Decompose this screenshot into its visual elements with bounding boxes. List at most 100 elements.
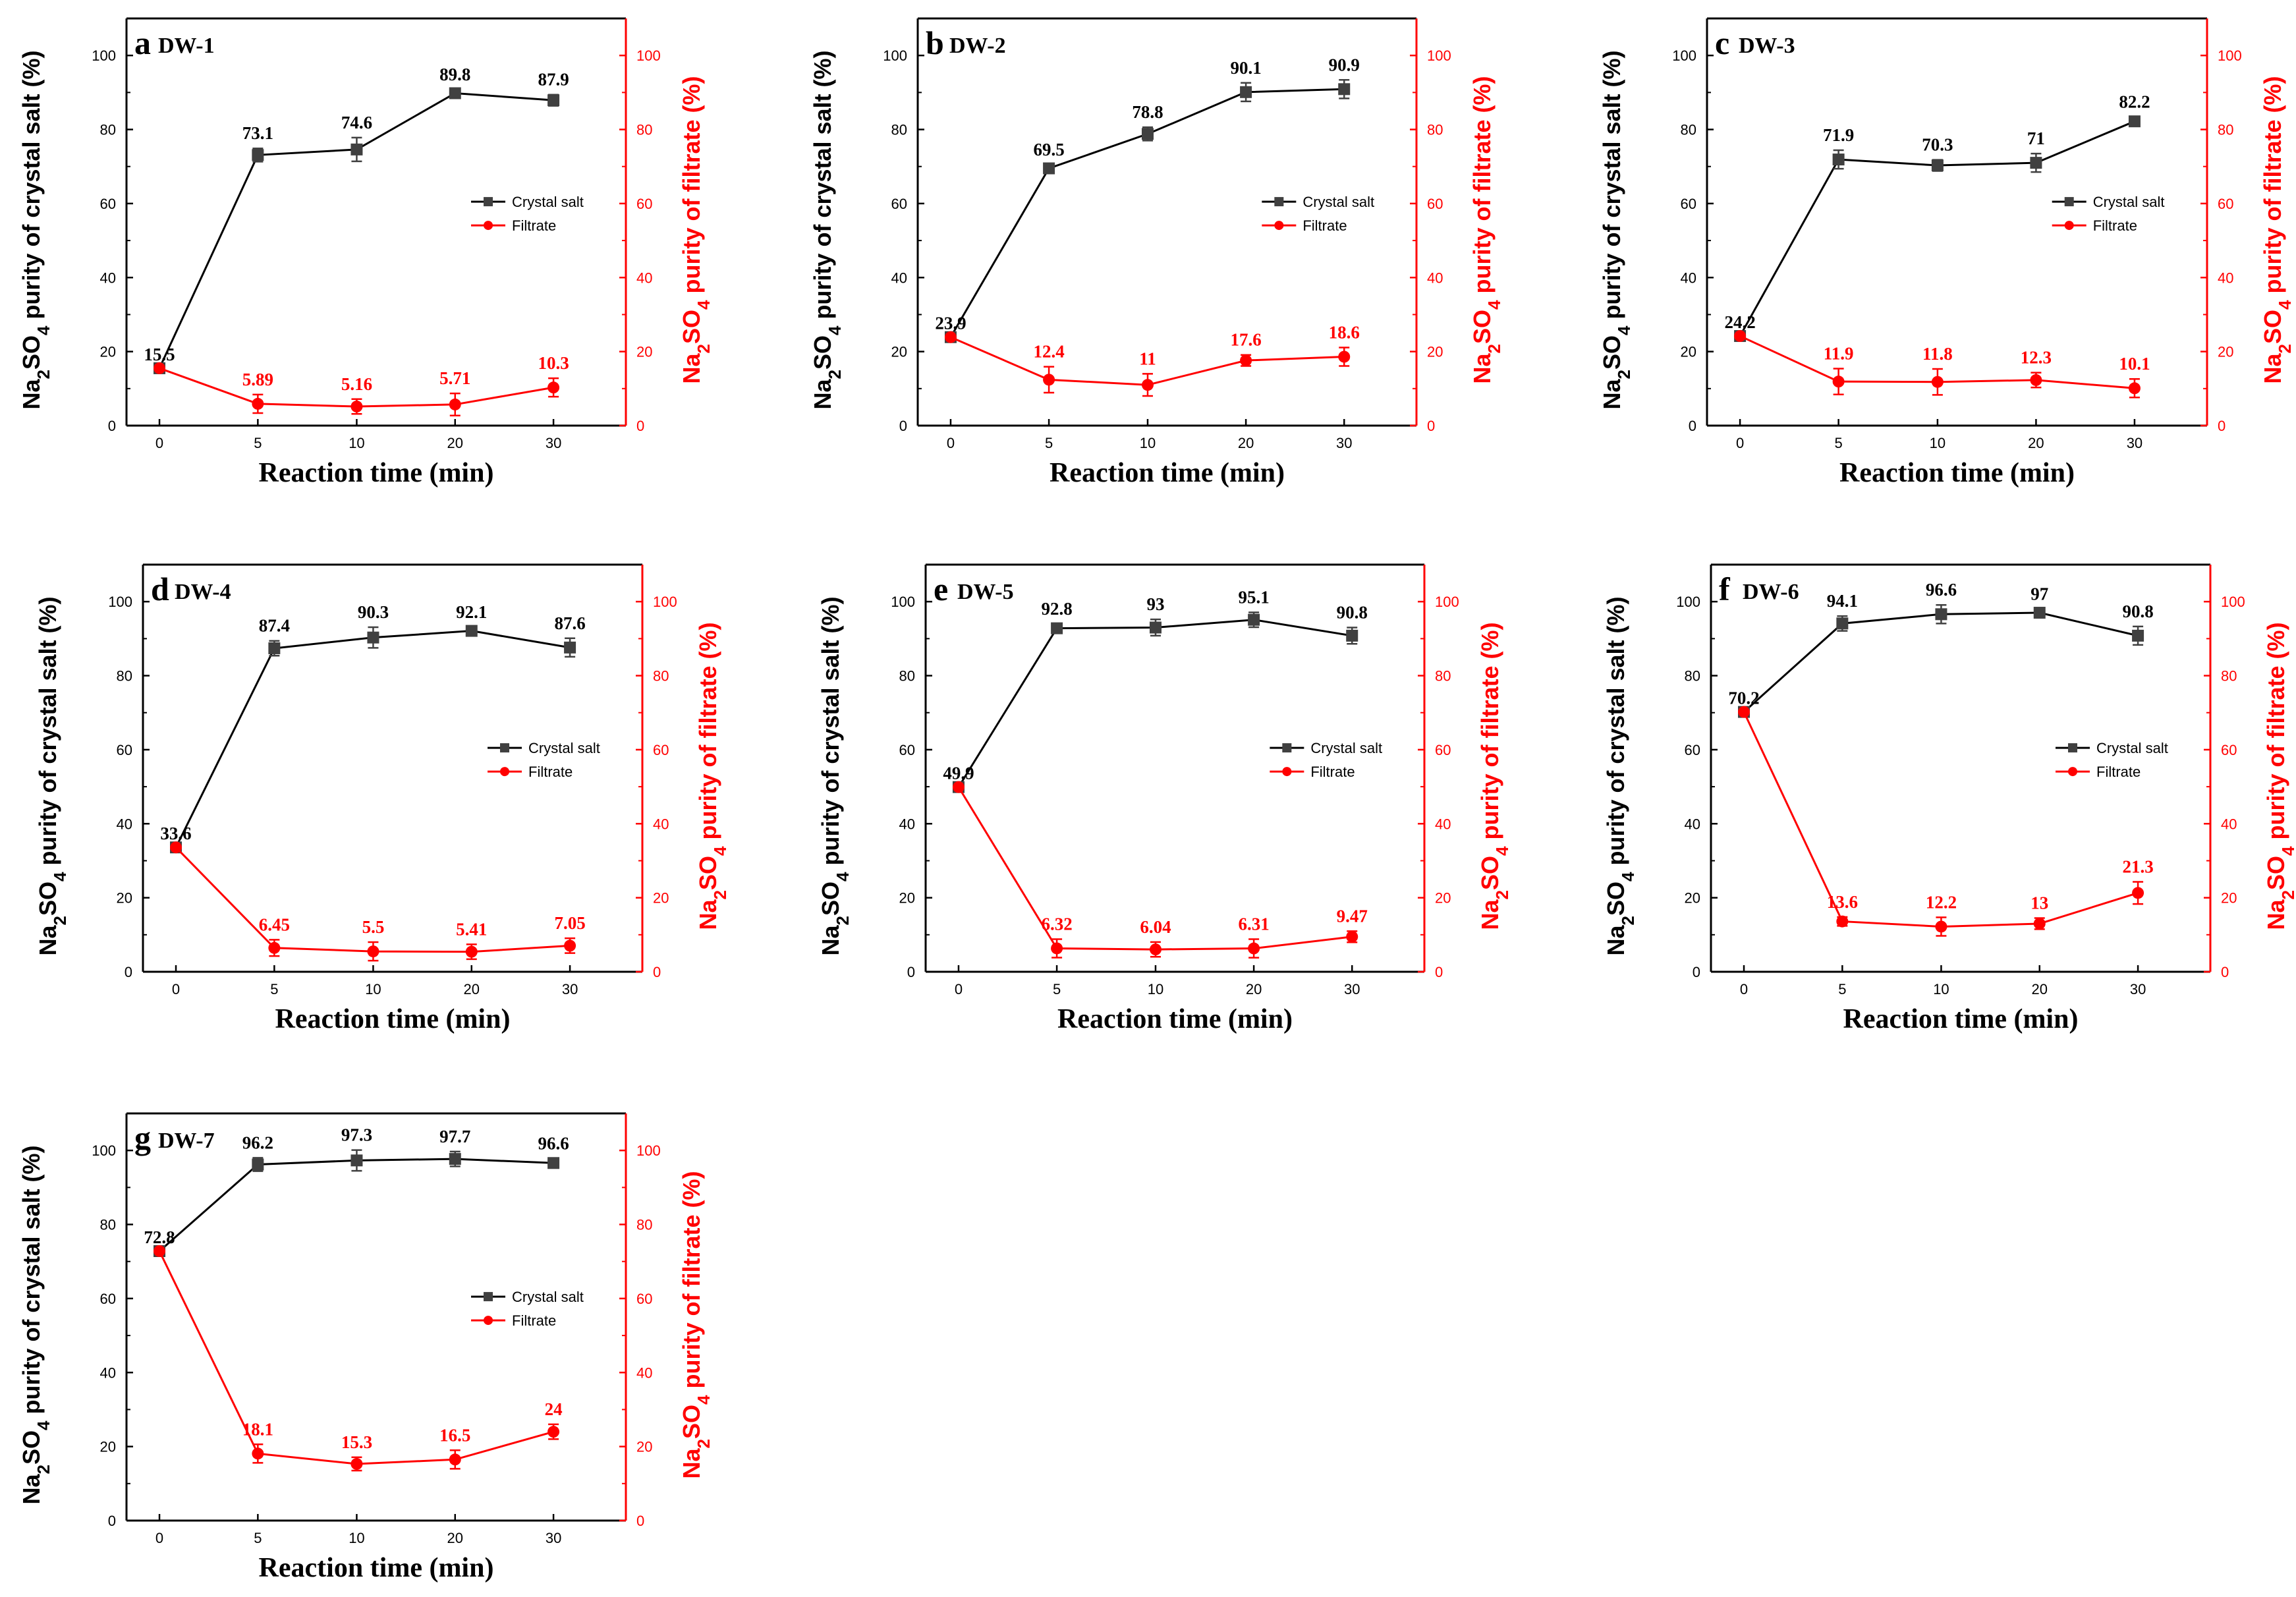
data-point-circle <box>465 945 478 958</box>
data-label: 23.9 <box>935 314 966 333</box>
data-label: 11.9 <box>1824 343 1854 363</box>
y-left-tick-label: 20 <box>891 344 907 360</box>
y-axis-title-left-sub1: 2 <box>50 916 70 925</box>
x-tick-label: 5 <box>1838 981 1846 997</box>
data-label: 71.9 <box>1823 125 1854 145</box>
y-right-tick-label: 60 <box>1427 196 1443 212</box>
y-right-tick-label: 100 <box>636 1142 661 1159</box>
y-axis-title-left-suffix: purity of crystal salt (%) <box>1598 50 1625 325</box>
data-point-circle <box>1836 915 1849 928</box>
legend-marker-circle <box>2064 221 2074 231</box>
x-tick-label: 20 <box>447 435 463 451</box>
y-right-tick-label: 40 <box>636 1364 652 1381</box>
data-point-circle <box>449 398 461 410</box>
data-point-circle <box>1935 920 1947 933</box>
legend: Crystal salt Filtrate <box>1270 740 1382 780</box>
data-point-square <box>1043 162 1055 175</box>
series-line <box>957 619 1353 788</box>
chart-panel-e: 0 0 20 20 40 40 60 60 80 80 100 100 0 5 10 20 30 Reaction… <box>817 563 1512 1034</box>
y-right-tick-label: 80 <box>653 668 669 685</box>
y-right-tick-label: 0 <box>653 964 661 980</box>
y-axis-title-left: Na2SO4 purity of crystal salt (%) <box>809 50 845 409</box>
y-left-tick-label: 60 <box>100 1291 116 1307</box>
data-label: 24.2 <box>1724 312 1755 332</box>
x-axis-title: Reaction time (min) <box>1839 458 2075 488</box>
y-left-tick-label: 20 <box>100 344 116 360</box>
data-point-circle <box>2030 374 2042 386</box>
data-point-circle <box>154 362 166 374</box>
data-point-circle <box>1248 942 1260 955</box>
data-label: 33.6 <box>160 824 191 843</box>
data-label: 15.5 <box>144 345 175 364</box>
y-axis-title-left: Na2SO4 purity of crystal salt (%) <box>1602 596 1638 955</box>
data-label: 92.8 <box>1041 599 1072 619</box>
data-point-circle <box>944 331 957 343</box>
y-axis-title-right-mid: SO <box>1469 310 1496 344</box>
y-left-tick-label: 0 <box>899 418 907 434</box>
legend: Crystal salt Filtrate <box>471 194 584 234</box>
y-axis-title-right-sub2: 4 <box>694 300 714 310</box>
x-tick-label: 0 <box>955 981 963 997</box>
y-axis-title-left-mid: SO <box>1598 335 1625 370</box>
y-axis-title-right: Na2SO4 purity of filtrate (%) <box>1476 623 1512 930</box>
y-axis-title-right-suffix: purity of filtrate (%) <box>1469 76 1496 300</box>
y-axis-title-right-suffix: purity of filtrate (%) <box>694 623 721 847</box>
panel-title: DW-2 <box>949 34 1006 58</box>
series-crystal-salt: 23.9 69.5 78.8 90.1 90.9 <box>935 55 1360 343</box>
y-left-tick-label: 0 <box>1693 964 1700 980</box>
data-label: 90.9 <box>1329 55 1360 74</box>
y-right-tick-label: 40 <box>2221 816 2237 832</box>
y-axis-title-right: Na2SO4 purity of filtrate (%) <box>2259 76 2295 384</box>
data-point-circle <box>1240 354 1252 367</box>
legend-label: Crystal salt <box>2093 194 2165 210</box>
y-axis-title-right-text: Na2SO4 purity of filtrate (%) <box>694 623 730 930</box>
y-right-tick-label: 60 <box>636 1291 652 1307</box>
data-label: 21.3 <box>2122 856 2153 876</box>
data-label: 97.3 <box>341 1125 372 1145</box>
series-line <box>1743 611 2139 713</box>
legend-marker-square <box>2064 197 2074 207</box>
chart-panel-c: 0 0 20 20 40 40 60 60 80 80 100 100 0 5 10 20 30 Reaction… <box>1598 17 2295 488</box>
data-label: 78.8 <box>1132 102 1163 122</box>
data-label: 6.32 <box>1041 914 1072 934</box>
data-label: 73.1 <box>242 123 273 143</box>
data-point-circle <box>547 1426 560 1438</box>
y-left-tick-label: 80 <box>100 1217 116 1233</box>
x-tick-label: 0 <box>1740 981 1748 997</box>
data-point-square <box>1832 154 1845 166</box>
y-right-tick-label: 0 <box>636 1513 644 1529</box>
y-axis-title-left-sub1: 2 <box>1618 916 1638 925</box>
legend-marker-square <box>484 197 493 207</box>
data-label: 7.05 <box>554 913 585 933</box>
y-left-tick-label: 60 <box>100 196 116 212</box>
data-point-square <box>547 94 560 107</box>
data-point-square <box>1346 629 1358 642</box>
y-axis-title-left-mid: SO <box>18 335 45 370</box>
y-right-tick-label: 100 <box>1435 594 1459 610</box>
y-axis-title-right: Na2SO4 purity of filtrate (%) <box>694 623 730 930</box>
y-axis-title-right-sub1: 2 <box>1492 890 1512 899</box>
y-axis-title-right: Na2SO4 purity of filtrate (%) <box>2262 623 2296 930</box>
legend-marker-circle <box>484 221 493 231</box>
series-filtrate: 5.89 5.16 5.71 10.3 <box>154 353 569 417</box>
data-label: 11.8 <box>1922 344 1953 364</box>
legend: Crystal salt Filtrate <box>2052 194 2165 234</box>
chart-panel-g: 0 0 20 20 40 40 60 60 80 80 100 100 0 5 10 20 30 Reaction… <box>18 1112 714 1583</box>
legend: Crystal salt Filtrate <box>471 1289 584 1329</box>
legend-marker-circle <box>484 1316 493 1326</box>
y-axis-title-right-prefix: Na <box>694 899 721 930</box>
data-point-square <box>1836 617 1849 630</box>
y-axis-title-left-sub2: 4 <box>34 1420 53 1430</box>
y-axis-title-right-prefix: Na <box>1476 899 1503 930</box>
legend-label: Filtrate <box>512 217 556 234</box>
y-axis-title-right-mid: SO <box>2259 310 2286 344</box>
data-point-circle <box>1149 943 1162 956</box>
y-axis-title-left-mid: SO <box>809 335 836 370</box>
y-axis-title-left-sub2: 4 <box>34 325 53 335</box>
data-label: 70.2 <box>1728 688 1759 708</box>
data-label: 96.2 <box>242 1133 273 1152</box>
data-point-circle <box>1051 942 1063 955</box>
y-left-tick-label: 40 <box>1681 269 1696 286</box>
y-left-tick-label: 80 <box>117 668 132 685</box>
data-point-circle <box>1832 376 1845 388</box>
